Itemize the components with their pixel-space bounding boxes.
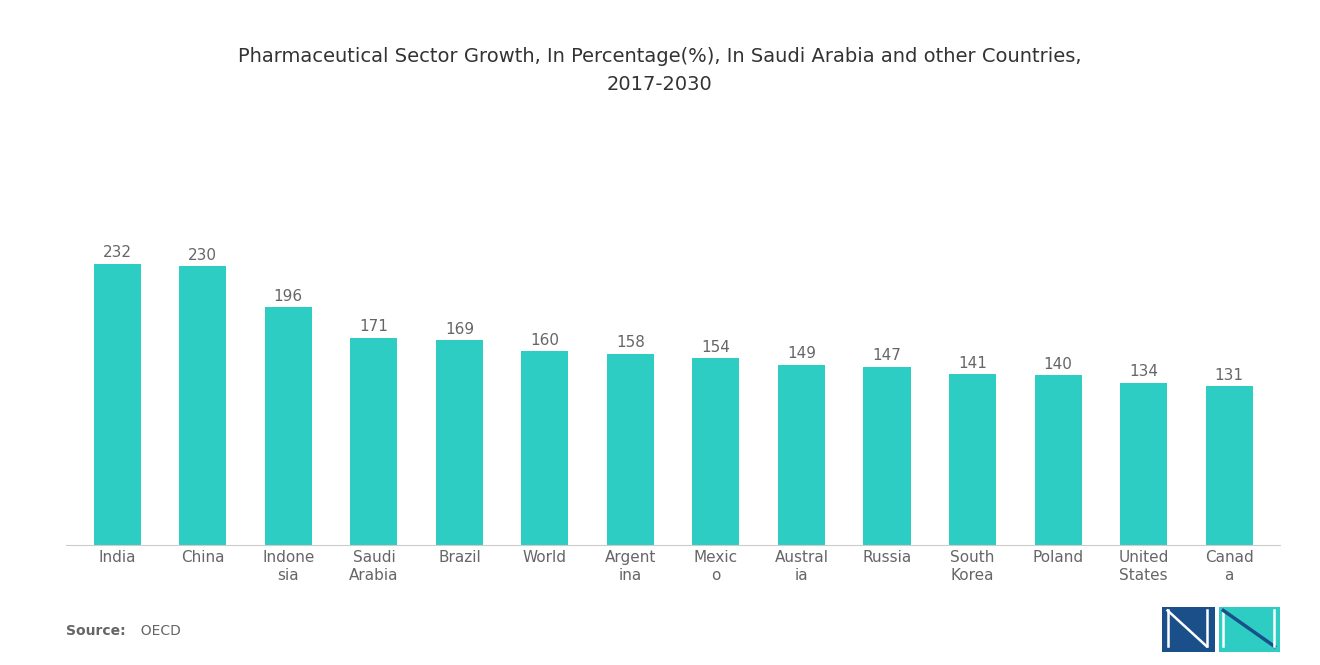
Bar	[350, 338, 397, 545]
Text: 232: 232	[103, 245, 132, 260]
Bar	[436, 340, 483, 545]
Bar	[1205, 386, 1253, 545]
Text: 169: 169	[445, 322, 474, 336]
Text: 154: 154	[701, 340, 730, 355]
Bar	[521, 351, 569, 545]
Bar	[693, 358, 739, 545]
Text: 160: 160	[531, 332, 560, 348]
Bar	[863, 367, 911, 545]
Bar	[1035, 376, 1081, 545]
Text: 140: 140	[1044, 357, 1072, 372]
Bar	[1121, 383, 1167, 545]
Text: 196: 196	[273, 289, 302, 304]
Bar	[607, 354, 653, 545]
Text: 158: 158	[616, 335, 645, 350]
Bar	[94, 264, 141, 545]
Bar	[1218, 608, 1280, 652]
Text: Source:: Source:	[66, 624, 125, 638]
Text: 141: 141	[958, 356, 987, 370]
Bar	[180, 266, 226, 545]
Text: OECD: OECD	[132, 624, 181, 638]
Text: 149: 149	[787, 346, 816, 361]
Bar	[949, 374, 997, 545]
Bar	[777, 364, 825, 545]
Text: 147: 147	[873, 348, 902, 363]
Text: 134: 134	[1129, 364, 1158, 379]
Text: 230: 230	[189, 247, 218, 263]
Bar	[265, 307, 312, 545]
Text: 131: 131	[1214, 368, 1243, 383]
Text: 171: 171	[359, 319, 388, 334]
Bar	[1162, 608, 1214, 652]
Text: Pharmaceutical Sector Growth, In Percentage(%), In Saudi Arabia and other Countr: Pharmaceutical Sector Growth, In Percent…	[238, 47, 1082, 94]
